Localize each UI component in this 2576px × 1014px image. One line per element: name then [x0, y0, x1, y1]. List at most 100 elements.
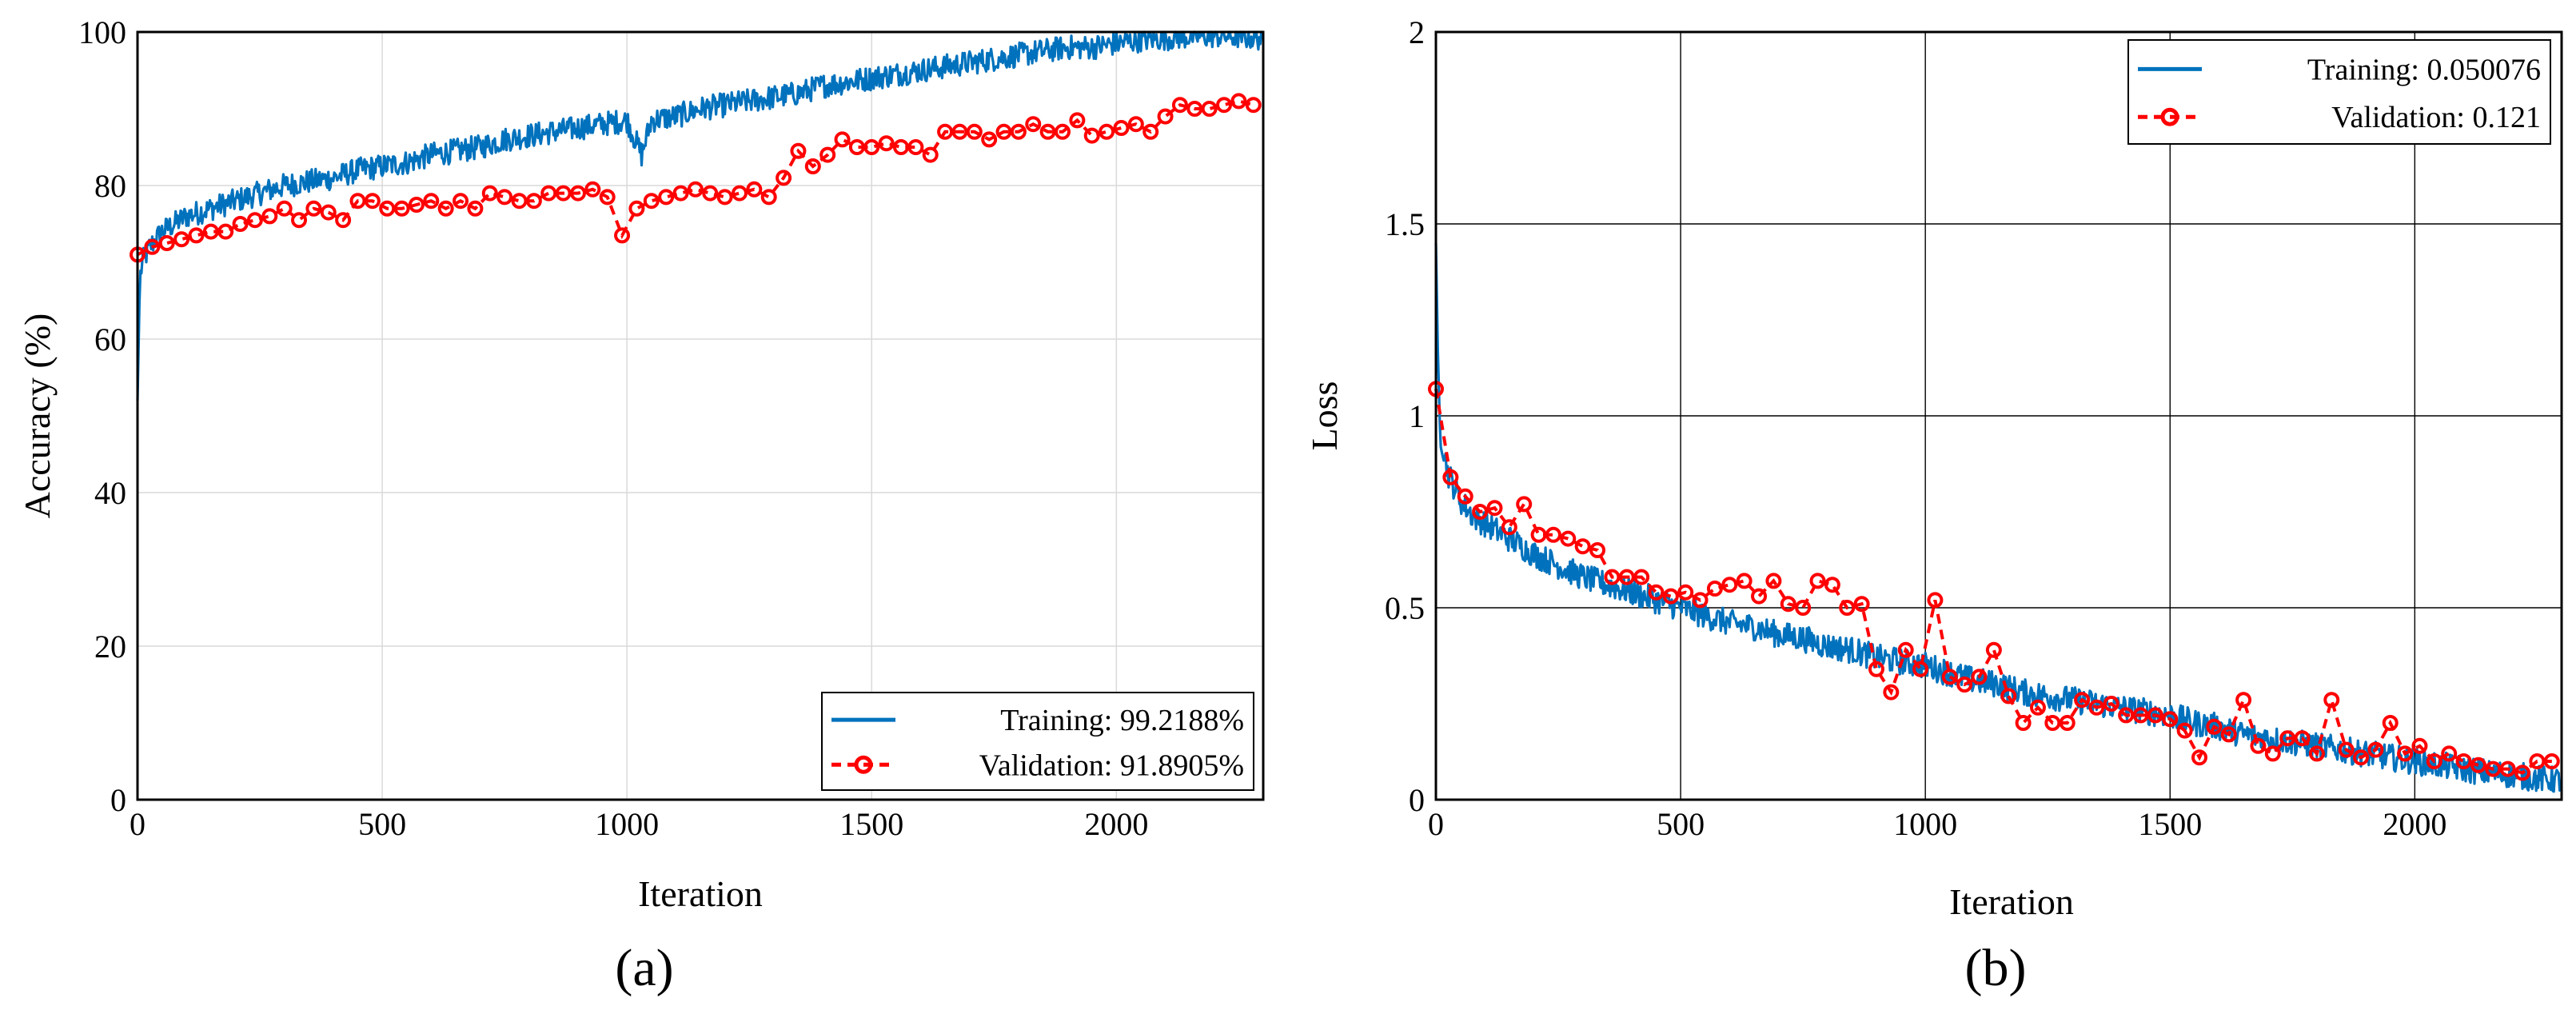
x-tick-label: 2000 [2383, 806, 2446, 842]
y-tick-label: 0 [1409, 782, 1425, 818]
validation-point [1083, 127, 1100, 144]
panel-label-b: (b) [1965, 939, 2027, 997]
training-line [136, 30, 1264, 401]
accuracy-legend-training-label: Training: 99.2188% [1000, 704, 1244, 737]
validation-point [1604, 569, 1621, 585]
validation-point [1472, 504, 1489, 520]
validation-point [349, 193, 366, 210]
validation-point [2235, 692, 2252, 709]
validation-point [658, 189, 675, 206]
validation-point [702, 185, 719, 202]
validation-point [408, 197, 425, 213]
validation-point [848, 139, 865, 155]
accuracy-legend-validation-marker [854, 755, 873, 774]
loss-legend: Training: 0.050076 Validation: 0.121 [2127, 39, 2551, 145]
validation-point [261, 208, 278, 225]
validation-point [2514, 764, 2531, 781]
validation-point [2353, 749, 2370, 766]
validation-point [2426, 753, 2442, 769]
validation-point [907, 139, 924, 155]
validation-point [819, 146, 836, 163]
loss-chart: 0 500 1000 1500 2000 0 0.5 1 1.5 2 Iteration Loss… [1304, 14, 2563, 997]
x-tick-label: 1500 [2138, 806, 2202, 842]
validation-point [1662, 588, 1679, 605]
validation-point [1839, 600, 1856, 616]
validation-point [1956, 677, 1973, 693]
validation-point [2029, 699, 2046, 716]
validation-point [1113, 120, 1130, 136]
validation-point [1099, 123, 1115, 140]
validation-point [599, 189, 616, 206]
validation-point [878, 135, 895, 152]
validation-point [1055, 123, 1071, 140]
validation-point [1765, 573, 1782, 589]
y-tick-label: 40 [94, 475, 126, 511]
loss-tick-labels: 0 500 1000 1500 2000 0 0.5 1 1.5 2 [1385, 14, 2446, 842]
accuracy-legend-box [821, 692, 1254, 791]
validation-point [1971, 669, 1988, 685]
validation-point [1751, 588, 1768, 605]
accuracy-series [130, 30, 1264, 401]
validation-point [1927, 592, 1944, 609]
validation-point [2220, 726, 2237, 743]
validation-point [305, 200, 322, 217]
validation-point [246, 212, 263, 229]
validation-point [2000, 688, 2017, 705]
validation-point [1883, 684, 1900, 701]
validation-point [1780, 596, 1796, 613]
validation-point [1868, 661, 1884, 677]
validation-point [672, 185, 689, 202]
validation-point [731, 185, 748, 202]
validation-point [1897, 641, 1914, 658]
x-tick-label: 2000 [1084, 806, 1148, 842]
validation-point [1795, 600, 1812, 616]
validation-point [569, 185, 586, 202]
validation-point [2382, 715, 2399, 731]
validation-point [776, 170, 792, 186]
validation-point [2074, 692, 2091, 709]
loss-legend-validation-marker [2160, 107, 2179, 126]
accuracy-y-axis-label: Accuracy (%) [17, 313, 58, 519]
accuracy-legend-validation-label: Validation: 91.8905% [979, 749, 1244, 782]
validation-point [1574, 538, 1591, 555]
validation-point [643, 193, 660, 210]
validation-point [2543, 753, 2560, 769]
validation-point [158, 235, 175, 251]
validation-point [393, 200, 410, 217]
validation-point [1216, 97, 1233, 114]
loss-y-axis-label: Loss [1304, 381, 1345, 451]
validation-point [2308, 745, 2325, 762]
validation-point [379, 200, 396, 217]
panel-label-a: (a) [615, 939, 673, 997]
validation-point [2441, 745, 2458, 762]
validation-point [2499, 760, 2516, 777]
validation-point [1530, 526, 1547, 543]
validation-point [1501, 519, 1517, 536]
validation-point [1545, 526, 1561, 543]
validation-point [1039, 123, 1056, 140]
validation-point [496, 189, 513, 206]
validation-point [202, 223, 219, 240]
validation-point [2147, 707, 2163, 724]
y-tick-label: 1.5 [1385, 206, 1425, 242]
y-tick-label: 100 [78, 14, 126, 50]
validation-point [1824, 577, 1840, 593]
validation-point [232, 216, 249, 232]
validation-point [173, 231, 190, 248]
loss-legend-validation-label: Validation: 0.121 [2331, 101, 2541, 134]
x-tick-label: 1000 [1893, 806, 1957, 842]
y-tick-label: 1 [1409, 398, 1425, 434]
validation-point [834, 131, 851, 148]
validation-point [2455, 753, 2472, 769]
validation-point [1648, 584, 1665, 601]
validation-point [790, 142, 807, 159]
validation-point [716, 189, 733, 206]
validation-point [1853, 596, 1870, 613]
validation-point [2088, 699, 2105, 716]
validation-point [2162, 711, 2179, 728]
validation-point [2044, 715, 2061, 731]
validation-point [1736, 573, 1753, 589]
accuracy-legend: Training: 99.2188% Validation: 91.8905% [821, 692, 1254, 791]
